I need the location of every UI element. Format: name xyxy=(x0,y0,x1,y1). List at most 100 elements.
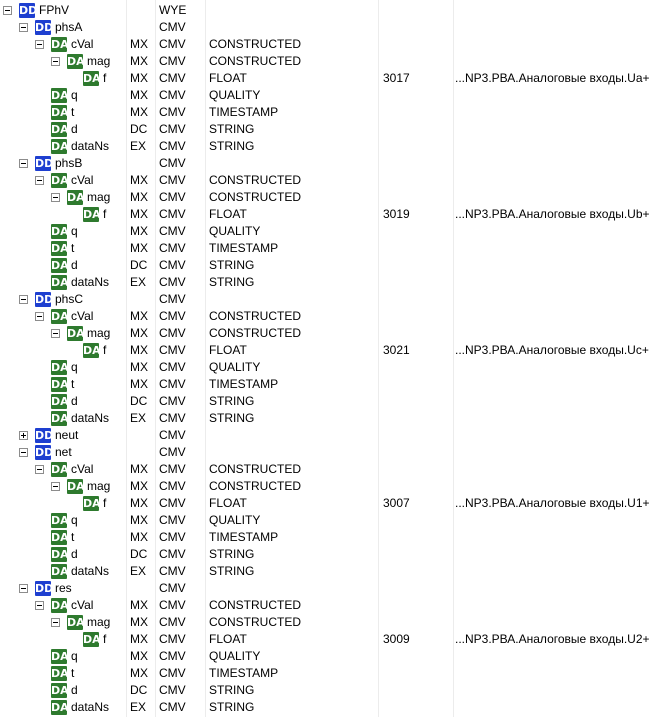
tree-row[interactable]: DD phsA CMV xyxy=(0,19,663,36)
data-object-icon: DD xyxy=(35,445,54,460)
tree-row[interactable]: DA dataNs EX CMV STRING xyxy=(0,410,663,427)
signal-path xyxy=(455,393,661,410)
tree-row[interactable]: DA d DC CMV STRING xyxy=(0,121,663,138)
tree-row[interactable]: DA dataNs EX CMV STRING xyxy=(0,699,663,716)
tree-row[interactable]: DA f MX CMV FLOAT 3017 ...NP3.РВА.Аналоговые в… xyxy=(0,70,663,87)
collapse-minus-icon[interactable] xyxy=(35,176,44,185)
functional-constraint: MX xyxy=(130,207,148,221)
tree-row[interactable]: DA d DC CMV STRING xyxy=(0,257,663,274)
tree-row[interactable]: DD net CMV xyxy=(0,444,663,461)
collapse-minus-icon[interactable] xyxy=(51,329,60,338)
collapse-minus-icon[interactable] xyxy=(51,618,60,627)
node-name: d xyxy=(71,683,78,697)
tree-row[interactable]: DA f MX CMV FLOAT 3007 ...NP3.РВА.Аналоговые в… xyxy=(0,495,663,512)
collapse-minus-icon[interactable] xyxy=(51,193,60,202)
signal-path xyxy=(455,427,661,444)
tree-row[interactable]: DA cVal MX CMV CONSTRUCTED xyxy=(0,172,663,189)
tree-row[interactable]: DD phsB CMV xyxy=(0,155,663,172)
data-attribute-icon: DA xyxy=(67,479,85,494)
signal-path: ...NP3.РВА.Аналоговые входы.Uc+ xyxy=(455,343,649,357)
node-name: cVal xyxy=(71,462,94,476)
collapse-minus-icon[interactable] xyxy=(35,40,44,49)
tree-row[interactable]: DA dataNs EX CMV STRING xyxy=(0,563,663,580)
functional-constraint: MX xyxy=(130,37,148,51)
tree-row[interactable]: DA q MX CMV QUALITY xyxy=(0,223,663,240)
collapse-minus-icon[interactable] xyxy=(19,159,28,168)
tree-row[interactable]: DA q MX CMV QUALITY xyxy=(0,648,663,665)
tree-row[interactable]: DA dataNs EX CMV STRING xyxy=(0,138,663,155)
functional-constraint: DC xyxy=(130,394,148,408)
collapse-minus-icon[interactable] xyxy=(19,23,28,32)
tree-row[interactable]: DA f MX CMV FLOAT 3009 ...NP3.РВА.Аналоговые в… xyxy=(0,631,663,648)
data-object-icon: DD xyxy=(35,292,54,307)
collapse-minus-icon[interactable] xyxy=(19,584,28,593)
tree-row[interactable]: DA t MX CMV TIMESTAMP xyxy=(0,376,663,393)
data-attribute-icon: DA xyxy=(51,683,69,698)
node-name: q xyxy=(71,224,78,238)
cdc-class: CMV xyxy=(159,54,186,68)
tree-row[interactable]: DA mag MX CMV CONSTRUCTED xyxy=(0,614,663,631)
attribute-type: TIMESTAMP xyxy=(209,530,279,544)
tree-row[interactable]: DA t MX CMV TIMESTAMP xyxy=(0,529,663,546)
node-name: mag xyxy=(87,54,111,68)
data-attribute-icon: DA xyxy=(51,309,69,324)
cdc-class: CMV xyxy=(159,564,186,578)
data-attribute-icon: DA xyxy=(83,207,101,222)
cdc-class: CMV xyxy=(159,615,186,629)
signal-path xyxy=(455,104,661,121)
functional-constraint: MX xyxy=(130,54,148,68)
node-name: cVal xyxy=(71,37,94,51)
collapse-minus-icon[interactable] xyxy=(51,482,60,491)
data-attribute-icon: DA xyxy=(83,632,101,647)
collapse-minus-icon[interactable] xyxy=(35,465,44,474)
expand-plus-icon[interactable] xyxy=(19,431,28,440)
collapse-minus-icon[interactable] xyxy=(19,295,28,304)
signal-path: ...NP3.РВА.Аналоговые входы.Ua+ xyxy=(455,71,650,85)
tree-row[interactable]: DD res CMV xyxy=(0,580,663,597)
tree-row[interactable]: DA q MX CMV QUALITY xyxy=(0,359,663,376)
signal-path xyxy=(455,682,661,699)
functional-constraint: MX xyxy=(130,649,148,663)
tree-row[interactable]: DA t MX CMV TIMESTAMP xyxy=(0,240,663,257)
tree-row[interactable]: DA f MX CMV FLOAT 3021 ...NP3.РВА.Аналоговые в… xyxy=(0,342,663,359)
tree-row[interactable]: DD FPhV WYE xyxy=(0,2,663,19)
tree-row[interactable]: DA mag MX CMV CONSTRUCTED xyxy=(0,478,663,495)
signal-path xyxy=(455,291,661,308)
tree-row[interactable]: DA d DC CMV STRING xyxy=(0,546,663,563)
tree-row[interactable]: DA cVal MX CMV CONSTRUCTED xyxy=(0,308,663,325)
node-name: q xyxy=(71,513,78,527)
tree-row[interactable]: DA cVal MX CMV CONSTRUCTED xyxy=(0,461,663,478)
tree-row[interactable]: DA f MX CMV FLOAT 3019 ...NP3.РВА.Аналоговые в… xyxy=(0,206,663,223)
data-attribute-icon: DA xyxy=(51,564,69,579)
tree-row[interactable]: DA cVal MX CMV CONSTRUCTED xyxy=(0,36,663,53)
tree-row[interactable]: DA mag MX CMV CONSTRUCTED xyxy=(0,325,663,342)
collapse-minus-icon[interactable] xyxy=(35,601,44,610)
collapse-minus-icon[interactable] xyxy=(51,57,60,66)
data-attribute-icon: DA xyxy=(51,139,69,154)
tree-row[interactable]: DA dataNs EX CMV STRING xyxy=(0,274,663,291)
signal-address: 3009 xyxy=(383,632,410,646)
data-object-icon: DD xyxy=(35,581,54,596)
tree-row[interactable]: DD phsC CMV xyxy=(0,291,663,308)
node-name: cVal xyxy=(71,598,94,612)
tree-row[interactable]: DA t MX CMV TIMESTAMP xyxy=(0,665,663,682)
cdc-class: CMV xyxy=(159,411,186,425)
tree-row[interactable]: DA q MX CMV QUALITY xyxy=(0,87,663,104)
node-name: d xyxy=(71,258,78,272)
collapse-minus-icon[interactable] xyxy=(19,448,28,457)
tree-row[interactable]: DA d DC CMV STRING xyxy=(0,393,663,410)
attribute-type: CONSTRUCTED xyxy=(209,326,301,340)
tree-row[interactable]: DA mag MX CMV CONSTRUCTED xyxy=(0,53,663,70)
tree-row[interactable]: DA mag MX CMV CONSTRUCTED xyxy=(0,189,663,206)
node-name: d xyxy=(71,394,78,408)
tree-row[interactable]: DD neut CMV xyxy=(0,427,663,444)
collapse-minus-icon[interactable] xyxy=(35,312,44,321)
data-object-icon: DD xyxy=(35,428,54,443)
tree-row[interactable]: DA cVal MX CMV CONSTRUCTED xyxy=(0,597,663,614)
cdc-class: CMV xyxy=(159,547,186,561)
tree-row[interactable]: DA q MX CMV QUALITY xyxy=(0,512,663,529)
cdc-class: CMV xyxy=(159,309,186,323)
collapse-minus-icon[interactable] xyxy=(3,6,12,15)
tree-row[interactable]: DA t MX CMV TIMESTAMP xyxy=(0,104,663,121)
tree-row[interactable]: DA d DC CMV STRING xyxy=(0,682,663,699)
